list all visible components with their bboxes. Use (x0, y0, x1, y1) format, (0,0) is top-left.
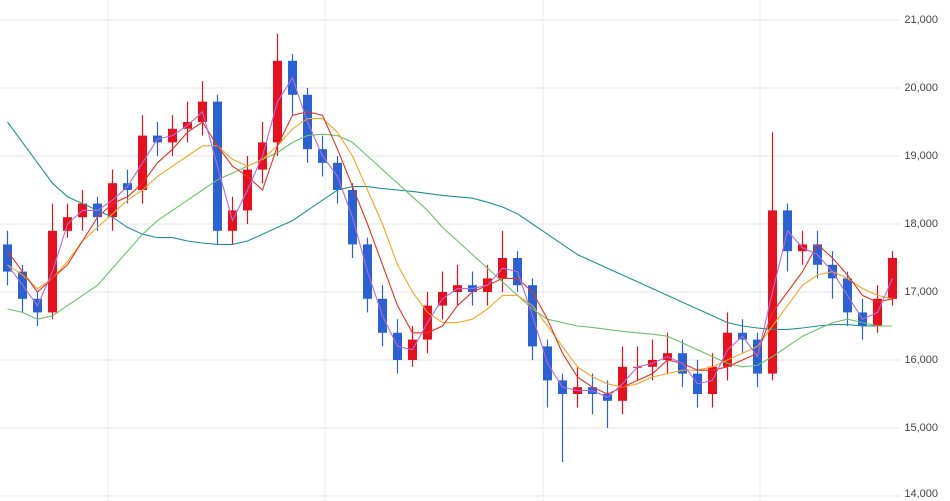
v-grid (107, 0, 761, 501)
moving-average (7, 121, 893, 330)
y-tick-label: 21,000 (904, 14, 938, 26)
moving-average (7, 133, 893, 368)
y-tick-label: 20,000 (904, 82, 938, 94)
candle-body (3, 244, 12, 272)
moving-average (7, 118, 893, 388)
y-tick-label: 16,000 (904, 354, 938, 366)
y-tick-label: 18,000 (904, 218, 938, 230)
y-tick-label: 17,000 (904, 286, 938, 298)
moving-average (7, 111, 893, 395)
y-tick-label: 15,000 (904, 422, 938, 434)
y-tick-label: 14,000 (904, 488, 938, 500)
moving-average (7, 76, 894, 399)
y-tick-label: 19,000 (904, 150, 938, 162)
